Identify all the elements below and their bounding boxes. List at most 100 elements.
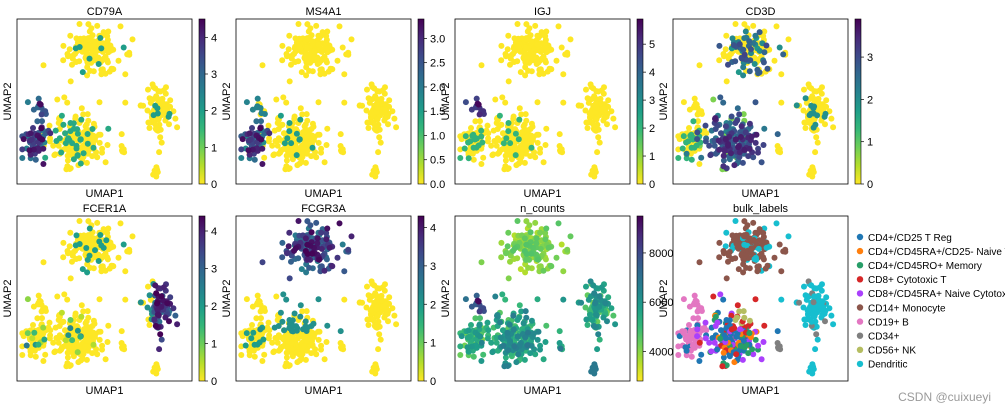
plot-frame <box>672 215 849 382</box>
colorbar-frame <box>636 215 644 382</box>
data-point <box>500 342 507 349</box>
data-point <box>707 152 714 159</box>
data-point <box>259 145 266 152</box>
data-point <box>39 315 45 322</box>
data-point <box>493 334 500 341</box>
data-point <box>761 125 768 132</box>
data-point <box>510 326 517 333</box>
data-point <box>591 361 598 368</box>
data-point <box>512 152 519 159</box>
data-point <box>286 128 293 135</box>
data-point <box>710 293 717 300</box>
data-point <box>318 70 325 77</box>
data-point <box>496 122 503 129</box>
data-point <box>716 42 723 49</box>
data-point <box>595 134 602 141</box>
data-point <box>24 99 31 106</box>
data-point <box>90 330 97 337</box>
data-point <box>65 332 72 339</box>
data-point <box>776 146 783 153</box>
data-point <box>312 346 319 353</box>
data-point <box>735 69 742 76</box>
data-point <box>819 281 825 288</box>
data-point <box>521 235 528 242</box>
data-point <box>523 314 530 321</box>
data-point <box>691 292 698 299</box>
data-point <box>89 126 96 132</box>
legend-label: CD8+/CD45RA+ Naive Cytotoxic <box>868 289 1005 300</box>
data-point <box>30 322 36 328</box>
data-point <box>741 51 748 58</box>
data-point <box>61 94 68 101</box>
data-point <box>503 250 509 257</box>
data-point <box>154 300 160 307</box>
legend-marker <box>856 233 864 241</box>
data-point <box>534 41 541 48</box>
data-point <box>167 97 174 104</box>
data-point <box>814 112 821 119</box>
data-point <box>498 239 505 246</box>
data-point <box>90 133 97 140</box>
data-point <box>291 310 298 317</box>
data-point <box>285 46 292 53</box>
data-point <box>520 146 527 153</box>
data-point <box>507 258 513 265</box>
data-point <box>545 47 552 54</box>
data-point <box>269 339 276 346</box>
legend-label: CD4+/CD45RA+/CD25- Naive T <box>868 247 1005 258</box>
data-point <box>809 164 816 171</box>
data-point <box>309 68 316 75</box>
data-point <box>480 351 487 358</box>
data-point <box>325 68 332 75</box>
data-point <box>312 149 319 156</box>
data-point <box>296 35 303 42</box>
data-point <box>50 142 57 149</box>
data-point <box>62 130 69 137</box>
data-point <box>688 353 695 360</box>
data-point <box>64 157 71 164</box>
data-point <box>160 284 167 291</box>
colorbar-tick-label: 2 <box>211 106 217 118</box>
data-point <box>378 292 385 299</box>
data-point <box>756 226 763 233</box>
data-point <box>738 343 745 350</box>
data-point <box>89 153 96 160</box>
data-point <box>77 136 84 143</box>
data-point <box>756 47 763 54</box>
data-point <box>732 218 739 224</box>
data-point <box>152 121 159 128</box>
data-point <box>67 78 74 85</box>
data-point <box>497 319 504 326</box>
data-point <box>280 291 287 298</box>
data-point <box>280 94 287 101</box>
data-point <box>359 299 366 306</box>
data-point <box>720 157 727 164</box>
data-point <box>19 146 26 153</box>
data-point <box>30 106 37 113</box>
data-point <box>560 99 567 106</box>
data-point <box>537 145 544 152</box>
data-point <box>279 239 286 246</box>
data-point <box>341 71 348 78</box>
data-point <box>90 38 97 45</box>
data-point <box>809 173 816 180</box>
data-point <box>465 348 472 355</box>
data-point <box>261 154 268 161</box>
data-point <box>174 124 181 131</box>
legend-label: CD4+/CD45RO+ Memory <box>868 261 982 272</box>
y-axis-label: UMAP2 <box>658 83 670 121</box>
data-point <box>98 45 105 52</box>
data-point <box>73 142 80 149</box>
data-point <box>86 225 93 232</box>
data-point <box>296 333 303 340</box>
data-point <box>496 112 503 119</box>
data-point <box>587 311 593 318</box>
data-point <box>499 94 506 101</box>
data-point <box>504 363 511 369</box>
data-point <box>830 321 837 328</box>
data-point <box>318 342 325 349</box>
colorbar-tick-label: 4 <box>649 67 655 79</box>
data-point <box>805 307 812 314</box>
data-point <box>502 152 509 159</box>
colorbar-frame <box>854 18 862 185</box>
